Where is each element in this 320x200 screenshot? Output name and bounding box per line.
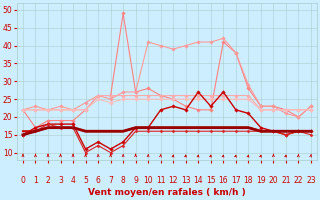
X-axis label: Vent moyen/en rafales ( km/h ): Vent moyen/en rafales ( km/h )	[88, 188, 246, 197]
